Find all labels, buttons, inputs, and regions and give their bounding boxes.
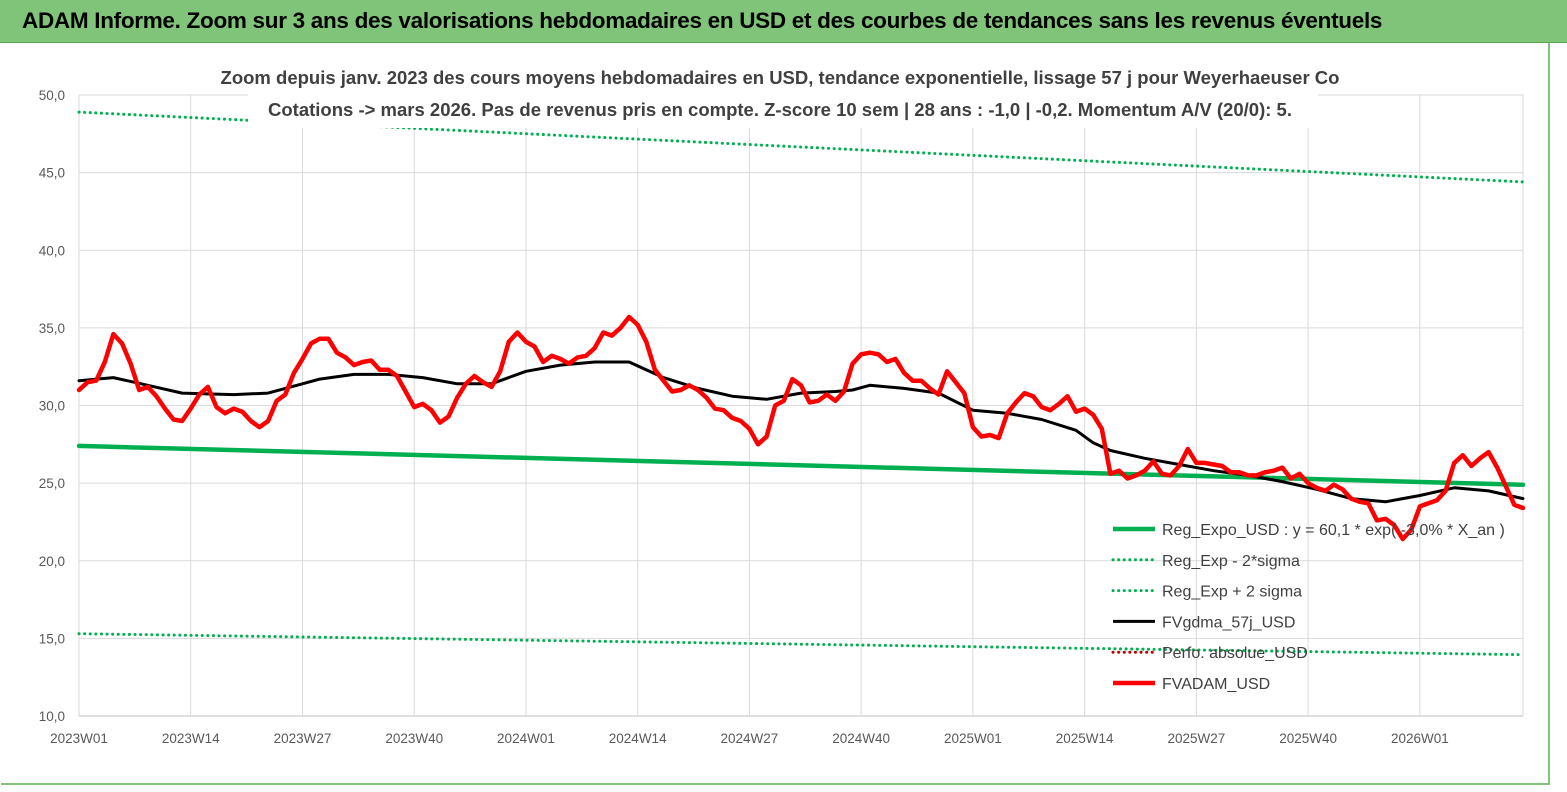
x-tick-label: 2024W14 bbox=[609, 731, 667, 746]
x-tick-label: 2026W01 bbox=[1391, 731, 1449, 746]
legend-label: Reg_Exp + 2 sigma bbox=[1162, 584, 1302, 601]
x-axis-ticks: 2023W01 2023W14 2023W27 2023W40 2024W01 2024W… bbox=[50, 731, 1449, 746]
x-tick-label: 2023W14 bbox=[162, 731, 220, 746]
chart-title-line2: Cotations -> mars 2026. Pas de revenus p… bbox=[268, 99, 1292, 120]
y-tick-label: 50,0 bbox=[39, 88, 65, 103]
y-tick-label: 35,0 bbox=[39, 321, 65, 336]
series-line bbox=[76, 443, 1526, 487]
x-tick-label: 2024W27 bbox=[721, 731, 779, 746]
series-lines bbox=[76, 110, 1526, 657]
legend-label: Reg_Expo_USD : y = 60,1 * exp( -3,0% * X… bbox=[1162, 522, 1505, 539]
y-tick-label: 40,0 bbox=[39, 243, 65, 258]
chart-frame bbox=[1, 43, 1550, 785]
legend: Reg_Expo_USD : y = 60,1 * exp( -3,0% * X… bbox=[1111, 522, 1505, 693]
report-title: ADAM Informe. Zoom sur 3 ans des valoris… bbox=[22, 8, 1383, 33]
x-tick-label: 2023W01 bbox=[50, 731, 108, 746]
y-tick-label: 15,0 bbox=[39, 631, 65, 646]
legend-label: Reg_Exp - 2*sigma bbox=[1162, 553, 1300, 570]
series-line bbox=[76, 314, 1526, 542]
legend-label: Perfo. absolue_USD bbox=[1162, 645, 1308, 662]
x-tick-label: 2025W27 bbox=[1167, 731, 1225, 746]
y-tick-label: 10,0 bbox=[39, 709, 65, 724]
legend-label: FVgdma_57j_USD bbox=[1162, 614, 1295, 631]
chart-title-line1: Zoom depuis janv. 2023 des cours moyens … bbox=[221, 67, 1340, 88]
y-tick-label: 30,0 bbox=[39, 399, 65, 414]
x-tick-label: 2023W40 bbox=[385, 731, 443, 746]
gridlines bbox=[78, 94, 1524, 717]
x-tick-label: 2024W40 bbox=[832, 731, 890, 746]
x-tick-label: 2024W01 bbox=[497, 731, 555, 746]
x-tick-label: 2023W27 bbox=[274, 731, 332, 746]
report-header-bar: ADAM Informe. Zoom sur 3 ans des valoris… bbox=[0, 0, 1567, 43]
x-tick-label: 2025W01 bbox=[944, 731, 1002, 746]
legend-label: FVADAM_USD bbox=[1162, 676, 1270, 693]
y-tick-label: 25,0 bbox=[39, 476, 65, 491]
series-line bbox=[77, 360, 1525, 504]
y-tick-label: 20,0 bbox=[39, 554, 65, 569]
x-tick-label: 2025W40 bbox=[1279, 731, 1337, 746]
x-tick-label: 2025W14 bbox=[1056, 731, 1114, 746]
title-box bbox=[248, 62, 1318, 128]
y-axis-ticks: 50,0 45,0 40,0 35,0 30,0 25,0 20,0 15,0 10,0 bbox=[39, 88, 65, 724]
y-tick-label: 45,0 bbox=[39, 166, 65, 181]
series-line bbox=[77, 632, 1525, 657]
